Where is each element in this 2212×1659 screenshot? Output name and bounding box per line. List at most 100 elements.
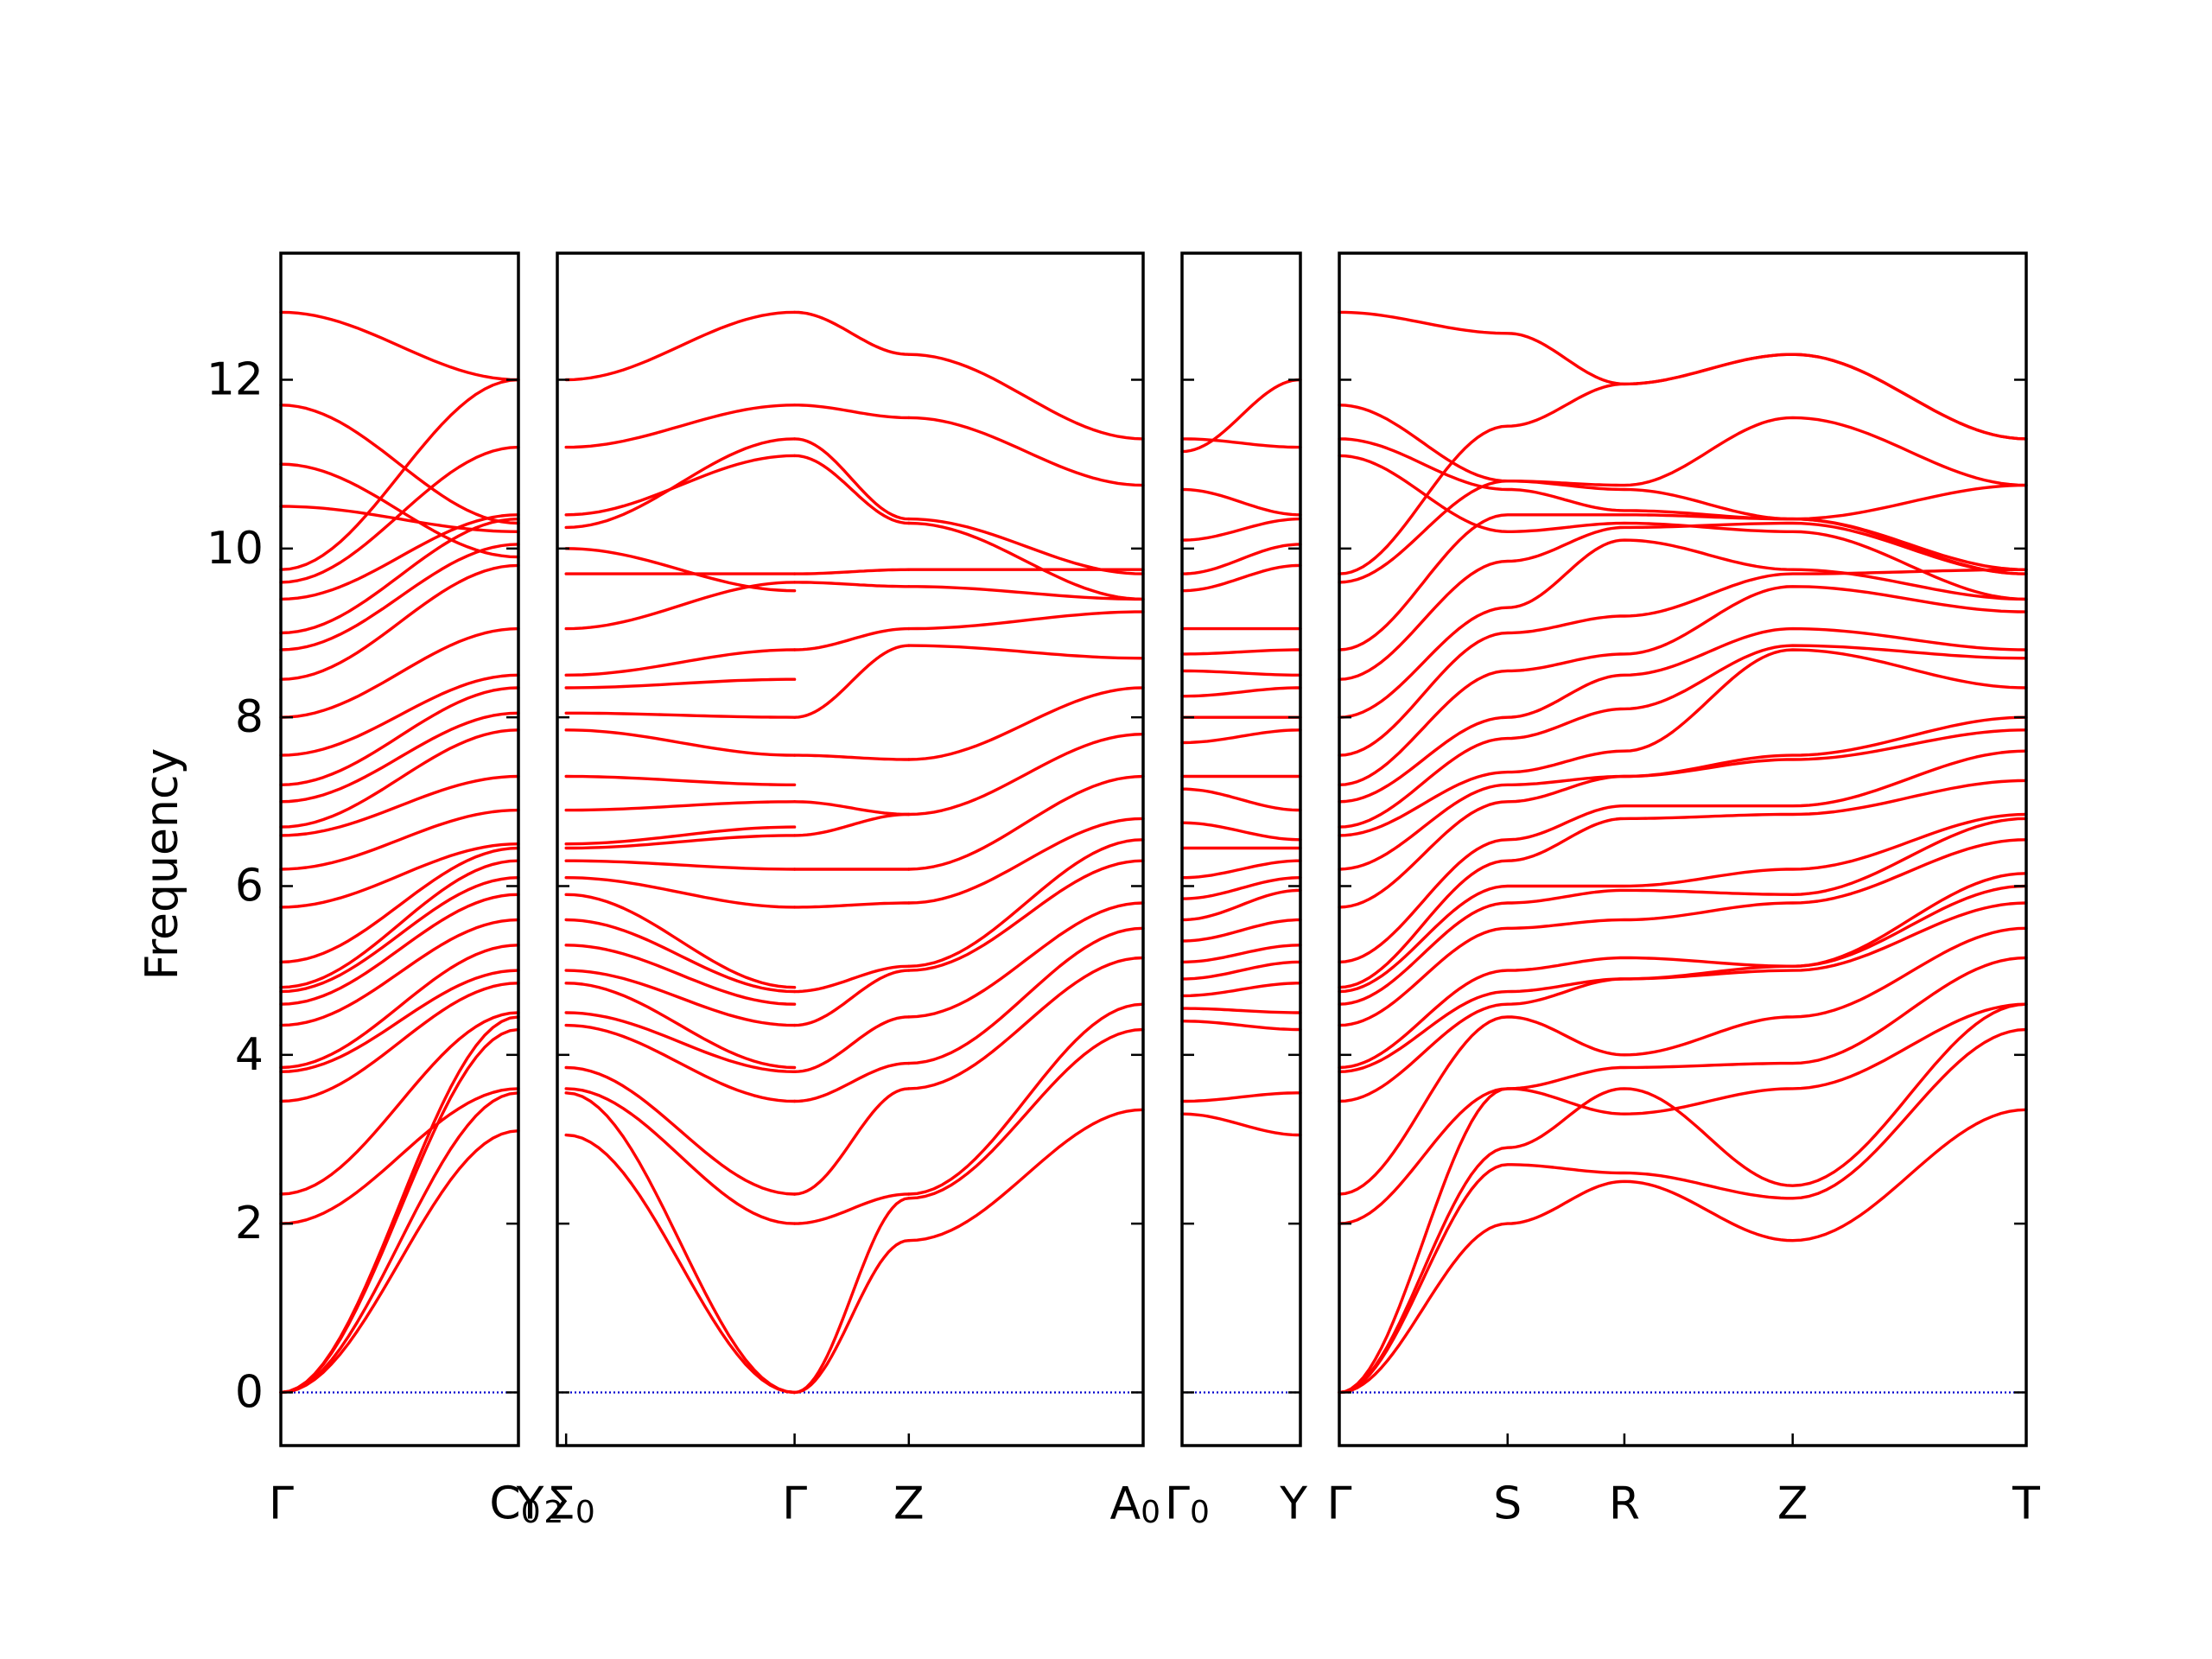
- band-p0-17: [279, 728, 520, 829]
- band-p3-21: [1338, 538, 2028, 719]
- band-p2-15: [1180, 728, 1302, 745]
- x-tick-label-3-1: S: [1493, 1478, 1522, 1530]
- frames-layer: [279, 251, 2028, 1447]
- band-p0-25: [279, 513, 520, 601]
- band-p2-8: [1180, 888, 1302, 922]
- band-p1-s0-14: [564, 825, 797, 846]
- band-p1-s1-12: [792, 753, 911, 761]
- band-p1-s1-1: [792, 1197, 911, 1395]
- band-p1-s2-8: [907, 817, 1145, 905]
- band-p3-25: [1338, 353, 2028, 575]
- band-p1-s1-2: [792, 1192, 911, 1225]
- band-p1-s2-13: [907, 610, 1145, 631]
- band-p2-17: [1180, 686, 1302, 698]
- band-p1-s1-17: [792, 454, 911, 525]
- x-tick-label-1-3: Z: [893, 1478, 925, 1530]
- band-p3-18: [1338, 626, 2028, 804]
- y-tick-label-0: 0: [235, 1366, 264, 1418]
- band-p0-19: [279, 686, 520, 786]
- band-p1-s0-0: [564, 1133, 797, 1395]
- band-p0-11: [279, 876, 520, 994]
- band-p3-27: [1338, 454, 2028, 601]
- y-tick-label-1: 2: [235, 1198, 264, 1249]
- band-p1-s2-1: [907, 1027, 1145, 1200]
- band-p1-s2-19: [907, 353, 1145, 441]
- y-tick-label-4: 8: [235, 691, 264, 743]
- band-p1-s2-2: [907, 1002, 1145, 1196]
- band-p2-3: [1180, 1007, 1302, 1014]
- band-p2-10: [1180, 859, 1302, 880]
- band-p3-9: [1338, 838, 2028, 1027]
- band-p1-s1-0: [792, 1239, 911, 1395]
- band-p1-s1-14: [792, 626, 911, 652]
- band-p0-30: [279, 404, 520, 525]
- band-p2-18: [1180, 669, 1302, 677]
- band-p1-s1-13: [792, 644, 911, 719]
- band-p2-9: [1180, 876, 1302, 900]
- band-p1-s0-15: [564, 800, 797, 812]
- x-tick-label-3-3: Z: [1777, 1478, 1808, 1530]
- band-p0-13: [279, 846, 520, 964]
- band-p0-26: [279, 445, 520, 584]
- band-p1-s0-23: [564, 547, 797, 593]
- band-p2-22: [1180, 543, 1302, 575]
- band-p0-10: [279, 893, 520, 1006]
- bands-layer: [279, 310, 2028, 1395]
- band-p0-2: [279, 1027, 520, 1395]
- band-p0-12: [279, 859, 520, 989]
- band-p1-s2-16: [907, 521, 1145, 601]
- band-p3-13: [1338, 749, 2028, 964]
- band-p0-21: [279, 626, 520, 719]
- y-tick-label-3: 6: [235, 860, 264, 912]
- band-p3-19: [1338, 585, 2028, 786]
- band-p3-7: [1338, 884, 2028, 1073]
- band-p2-23: [1180, 517, 1302, 542]
- band-p1-s0-3: [564, 1065, 797, 1196]
- band-p1-s1-20: [792, 310, 911, 356]
- band-p3-10: [1338, 817, 2028, 1006]
- x-tick-label-3-0: Γ: [1327, 1478, 1352, 1530]
- panel-frame-3: [1338, 251, 2028, 1447]
- band-p1-s0-7: [564, 969, 797, 1027]
- band-p2-7: [1180, 918, 1302, 943]
- panel-frame-0: [279, 251, 520, 1447]
- band-p1-s0-24: [564, 437, 797, 530]
- band-p1-s1-3: [792, 1087, 911, 1196]
- panel-frame-2: [1180, 251, 1302, 1447]
- band-p3-17: [1338, 644, 2028, 829]
- band-p1-s0-16: [564, 774, 797, 786]
- y-tick-label-6: 12: [207, 353, 264, 405]
- x-tick-label-2-0: Γ0: [1165, 1478, 1210, 1530]
- band-p3-0: [1338, 1108, 2028, 1395]
- band-p1-s2-18: [907, 416, 1145, 487]
- band-p0-27: [279, 378, 520, 571]
- band-p0-20: [279, 673, 520, 757]
- band-p1-s1-8: [792, 901, 911, 909]
- x-tick-label-1-4: A0: [1110, 1478, 1160, 1530]
- band-p1-s0-13: [564, 834, 797, 850]
- band-p1-s2-3: [907, 956, 1145, 1090]
- band-p3-15: [1338, 715, 2028, 871]
- band-p3-2: [1338, 1002, 2028, 1395]
- band-p3-8: [1338, 872, 2028, 1070]
- band-p2-21: [1180, 563, 1302, 593]
- band-p1-s2-9: [907, 774, 1145, 871]
- band-p2-26: [1180, 378, 1302, 454]
- band-p2-24: [1180, 487, 1302, 517]
- band-p1-s0-6: [564, 982, 797, 1070]
- band-p1-s1-11: [792, 800, 911, 817]
- band-p1-s2-14: [907, 585, 1145, 601]
- band-p0-5: [279, 1011, 520, 1196]
- band-p0-22: [279, 563, 520, 681]
- band-p3-3: [1338, 1002, 2028, 1395]
- band-p0-24: [279, 517, 520, 635]
- panel-frame-1: [556, 251, 1145, 1447]
- band-p1-s0-19: [564, 677, 797, 690]
- band-p1-s2-17: [907, 517, 1145, 575]
- band-p2-5: [1180, 960, 1302, 981]
- band-p3-16: [1338, 648, 2028, 837]
- band-p0-16: [279, 774, 520, 837]
